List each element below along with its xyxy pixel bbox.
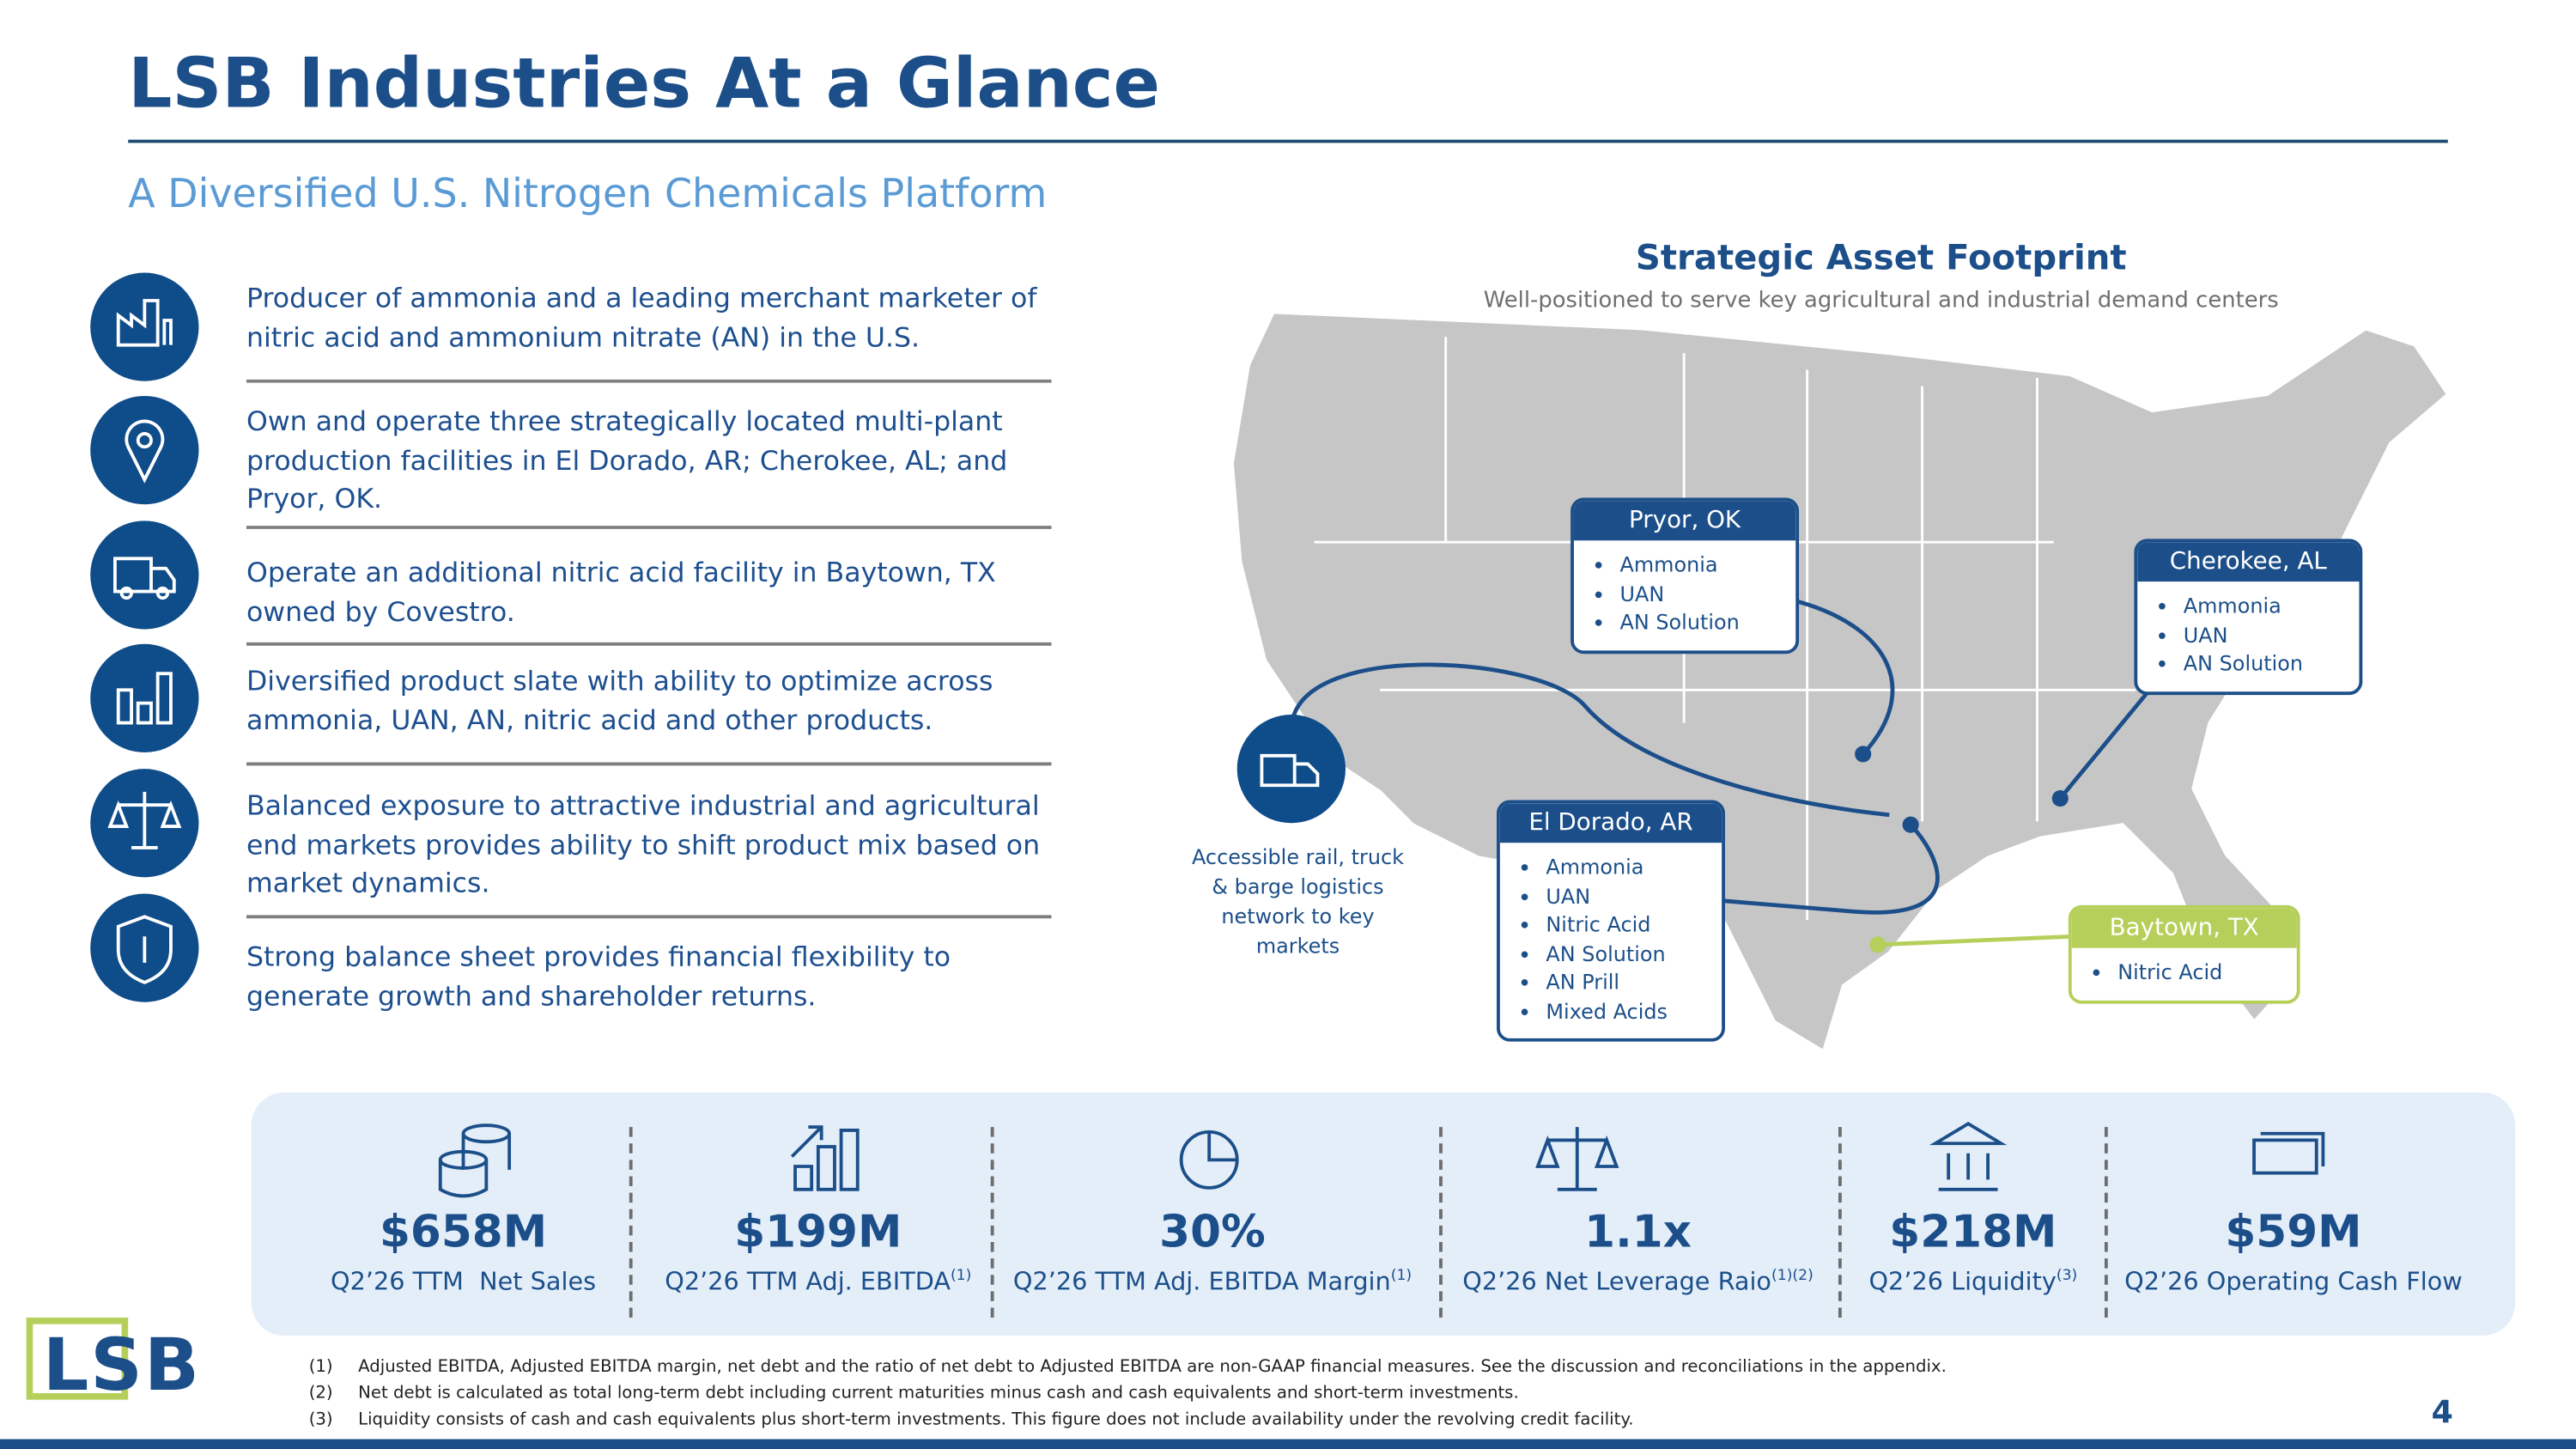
highlight-text: Producer of ammonia and a leading mercha… <box>246 282 1037 353</box>
product: UAN <box>1620 579 1796 607</box>
title: LSB Industries At a Glance <box>128 42 1160 124</box>
page-number: 4 <box>2431 1394 2454 1431</box>
site-dots <box>1855 746 2069 953</box>
metric-value: $199M <box>734 1207 902 1259</box>
product-list: AmmoniaUANAN Solution <box>1574 551 1795 636</box>
site-box: El Dorado, AR AmmoniaUANNitric AcidAN Sol… <box>1497 800 1725 1042</box>
product: UAN <box>2184 620 2360 648</box>
highlight-text: Own and operate three strategically loca… <box>246 405 1008 514</box>
truck-glyph <box>1260 753 1320 788</box>
logo: LSB <box>42 1324 201 1409</box>
metric-label-row: Q2’26 Operating Cash Flow <box>2080 1267 2506 1296</box>
map-title: Strategic Asset Footprint <box>1635 238 2127 278</box>
baytown-connector <box>1877 934 2074 947</box>
metric-value: $59M <box>2225 1207 2362 1259</box>
metric-label: Q2’26 Liquidity <box>1868 1266 2057 1297</box>
metric-label-row: Q2’26 TTM Adj. EBITDA Margin(1) <box>999 1267 1425 1296</box>
separators <box>246 379 1052 919</box>
metric-label: Q2’26 TTM Adj. EBITDA <box>665 1266 951 1297</box>
highlight-text: Operate an additional nitric acid facili… <box>246 557 996 627</box>
highlight-text: Balanced exposure to attractive industri… <box>246 790 1041 899</box>
metric-label-row: Q2’26 TTM Net Sales <box>250 1267 677 1296</box>
metric-label-row: Q2’26 TTM Adj. EBITDA(1) <box>605 1267 1031 1296</box>
metric-label: Q2’26 Net Leverage Raio <box>1462 1266 1772 1297</box>
product: Ammonia <box>1546 853 1722 881</box>
logistics-icon <box>1236 715 1346 824</box>
footnote-text: Liquidity consists of cash and cash equi… <box>358 1409 1634 1430</box>
metric-label-row: Q2’26 Net Leverage Raio(1)(2) <box>1425 1267 1851 1296</box>
icon-glyphs <box>107 299 182 984</box>
site-name: Cherokee, AL <box>2137 542 2360 582</box>
metric-label: Q2’26 Operating Cash Flow <box>2124 1266 2463 1297</box>
logo-frame <box>26 1317 129 1400</box>
product: AN Solution <box>2184 649 2360 678</box>
metric-note: (1)(2) <box>1771 1268 1814 1285</box>
icons <box>90 272 199 1002</box>
metric-label-row: Q2’26 Liquidity(3) <box>1759 1267 2186 1296</box>
product: Ammonia <box>2184 592 2360 620</box>
product: Nitric Acid <box>1546 910 1722 939</box>
metric-icons <box>438 1122 2325 1198</box>
connectors <box>1291 597 2154 915</box>
product: AN Solution <box>1620 608 1796 636</box>
product: AN Prill <box>1546 968 1722 996</box>
footnote-marker: (1) <box>308 1356 333 1377</box>
highlight-text: Strong balance sheet provides financial … <box>246 941 951 1012</box>
metric-note: (1) <box>1390 1268 1413 1285</box>
site-box: Baytown, TX Nitric Acid <box>2068 904 2300 1003</box>
site-name: Pryor, OK <box>1573 501 1796 541</box>
product-list: Nitric Acid <box>2072 958 2297 986</box>
site-box: Pryor, OK AmmoniaUANAN Solution <box>1571 497 1800 654</box>
product-list: AmmoniaUANAN Solution <box>2137 592 2359 678</box>
site-name: Baytown, TX <box>2071 908 2297 948</box>
product: UAN <box>1546 881 1722 910</box>
metric-note: (3) <box>2056 1268 2078 1285</box>
product-list: AmmoniaUANNitric AcidAN SolutionAN Prill… <box>1500 853 1722 1026</box>
footnote-marker: (2) <box>308 1383 333 1403</box>
footnote-text: Net debt is calculated as total long-ter… <box>358 1383 1519 1403</box>
metric-value: $218M <box>1889 1207 2057 1259</box>
footnote-text: Adjusted EBITDA, Adjusted EBITDA margin,… <box>358 1356 1947 1377</box>
metric-value: 30% <box>1159 1207 1266 1259</box>
metric-value: $658M <box>379 1207 548 1259</box>
product: AN Solution <box>1546 939 1722 967</box>
footnote-marker: (3) <box>308 1409 333 1430</box>
metric-label: Q2’26 TTM Adj. EBITDA Margin <box>1012 1266 1391 1297</box>
product: Ammonia <box>1620 551 1796 579</box>
product: Mixed Acids <box>1546 996 1722 1025</box>
product: Nitric Acid <box>2117 958 2297 986</box>
bottom-bar <box>0 1439 2576 1449</box>
map-subtitle: Well-positioned to serve key agricultura… <box>1483 287 2279 314</box>
metric-value: 1.1x <box>1584 1207 1692 1259</box>
site-name: El Dorado, AR <box>1499 803 1722 843</box>
metric-label: Q2’26 TTM Net Sales <box>330 1266 597 1297</box>
logistics-note: Accessible rail, truck & barge logistics… <box>1191 844 1405 959</box>
highlight-text: Diversified product slate with ability t… <box>246 665 993 735</box>
site-box: Cherokee, AL AmmoniaUANAN Solution <box>2134 539 2363 695</box>
subtitle: A Diversified U.S. Nitrogen Chemicals Pl… <box>128 170 1048 217</box>
metric-note: (1) <box>950 1268 972 1285</box>
